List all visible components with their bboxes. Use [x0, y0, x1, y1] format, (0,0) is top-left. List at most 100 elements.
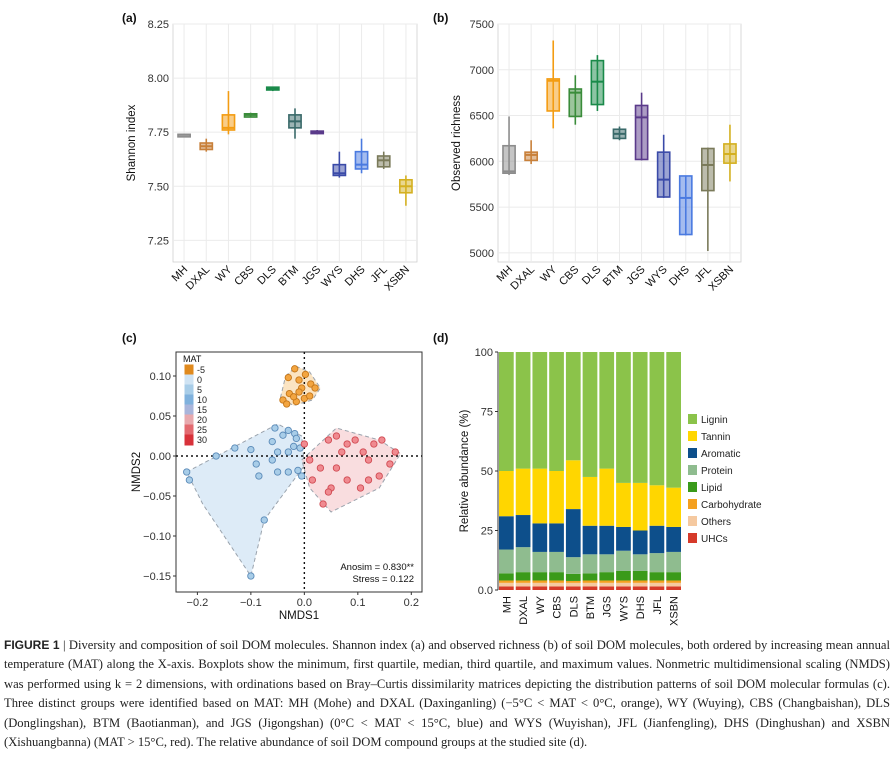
point-cold: [306, 392, 314, 400]
point-mid: [268, 437, 276, 446]
legend-label: Protein: [701, 466, 733, 477]
legend-title: MAT: [183, 354, 202, 364]
x-tick-label: DHS: [343, 264, 368, 289]
point-warm: [343, 440, 351, 448]
box-DXAL: [199, 138, 214, 152]
x-tick-label: JGS: [624, 264, 648, 288]
bar-segment-lipid: [616, 570, 631, 581]
x-tick-label: DLS: [255, 264, 279, 288]
x-tick-label: DHS: [667, 264, 692, 289]
point-warm: [375, 472, 383, 480]
bar-segment-carbohydrate: [515, 580, 531, 583]
point-warm: [300, 440, 308, 448]
box-DLS: [265, 86, 280, 92]
stack-MH: [499, 352, 514, 590]
y-tick-label: 8.00: [148, 73, 169, 85]
bar-segment-tannin: [532, 468, 548, 524]
bar-segment-uhcs: [565, 586, 581, 590]
bar-segment-others: [565, 582, 581, 587]
bar-segment-tannin: [582, 476, 598, 526]
legend-label: 25: [197, 425, 207, 435]
y-tick-label: 0.0: [478, 585, 493, 597]
bar-segment-others: [666, 582, 681, 587]
point-mid: [273, 448, 282, 456]
bar-segment-lipid: [499, 573, 514, 581]
legend-swatch: [184, 434, 194, 446]
point-warm: [364, 456, 373, 464]
legend-label: Aromatic: [701, 449, 740, 460]
caption-line-2: by increasing mean annual temperature (M…: [4, 638, 890, 672]
bar-segment-uhcs: [582, 586, 598, 590]
bar-segment-others: [582, 582, 598, 587]
x-tick-label: WYS: [644, 264, 670, 290]
x-tick-label: DHS: [635, 596, 647, 619]
box-XSBN: [399, 175, 413, 206]
point-mid: [273, 468, 282, 476]
bar-segment-aromatic: [499, 516, 514, 550]
box-JGS: [310, 130, 325, 135]
stack-WYS: [616, 352, 631, 590]
bar-segment-tannin: [549, 471, 564, 524]
bar-segment-lipid: [666, 572, 681, 581]
bar-segment-protein: [565, 557, 581, 574]
box-WYS: [656, 134, 671, 198]
bar-segment-protein: [515, 547, 531, 573]
caption-line-4: matrices depicting the distribution patt…: [4, 676, 890, 711]
bar-segment-lipid: [599, 572, 615, 581]
y-tick-label: 7.50: [148, 181, 169, 193]
x-axis-title: NMDS1: [279, 610, 319, 622]
caption-separator: |: [62, 638, 66, 652]
bar-segment-lignin: [565, 352, 581, 461]
point-mid: [290, 442, 298, 451]
bar-segment-protein: [616, 550, 631, 571]
bar-segment-protein: [549, 551, 564, 573]
stack-WY: [532, 352, 548, 590]
legend-swatch: [184, 374, 194, 386]
bar-segment-carbohydrate: [532, 580, 548, 583]
bar-segment-uhcs: [515, 586, 531, 590]
point-warm: [359, 448, 367, 456]
legend-label: 15: [197, 405, 207, 415]
bar-segment-tannin: [616, 482, 631, 527]
y-tick-label: 7500: [470, 19, 494, 31]
bar-segment-uhcs: [599, 586, 615, 590]
x-tick-label: WY: [538, 263, 559, 284]
bar-segment-carbohydrate: [632, 580, 648, 583]
legend-label: Lignin: [701, 415, 728, 426]
y-tick-label: 7.75: [148, 127, 169, 139]
box: [568, 88, 583, 118]
point-mid: [260, 516, 268, 524]
y-tick-label: 25: [481, 526, 493, 538]
box-BTM: [612, 126, 627, 141]
bar-segment-tannin: [649, 485, 665, 526]
bar-segment-aromatic: [532, 523, 548, 552]
bar-segment-uhcs: [632, 586, 648, 590]
box-WYS: [332, 151, 347, 178]
bar-segment-tannin: [565, 460, 581, 510]
y-tick-label: −0.15: [143, 571, 171, 583]
box: [221, 114, 236, 131]
panel-label: (a): [122, 11, 137, 25]
point-mid: [271, 424, 279, 432]
bar-segment-lignin: [599, 352, 615, 469]
bar-segment-uhcs: [666, 586, 681, 590]
point-mid: [284, 426, 292, 435]
box-DLS: [590, 55, 605, 111]
legend-swatch: [184, 404, 194, 416]
box-DXAL: [524, 140, 539, 165]
y-tick-label: 0.10: [150, 371, 171, 383]
x-tick-label: JGS: [300, 264, 324, 288]
point-warm: [391, 448, 399, 456]
x-tick-label: DLS: [580, 264, 604, 288]
bar-segment-others: [616, 582, 631, 587]
bar-segment-others: [532, 582, 548, 587]
stack-DHS: [632, 352, 648, 590]
panel-d: MH DXAL WY CBS DLS BTM JGS WYS DHS JFL XSBN 100 75 50…: [433, 331, 762, 626]
y-tick-label: 8.25: [148, 19, 169, 31]
legend-swatch: [688, 482, 697, 492]
bar-segment-protein: [649, 553, 665, 573]
bar-segment-lignin: [499, 352, 514, 471]
annotation: Anosim = 0.830**: [340, 562, 414, 573]
bar-segment-aromatic: [549, 523, 564, 552]
